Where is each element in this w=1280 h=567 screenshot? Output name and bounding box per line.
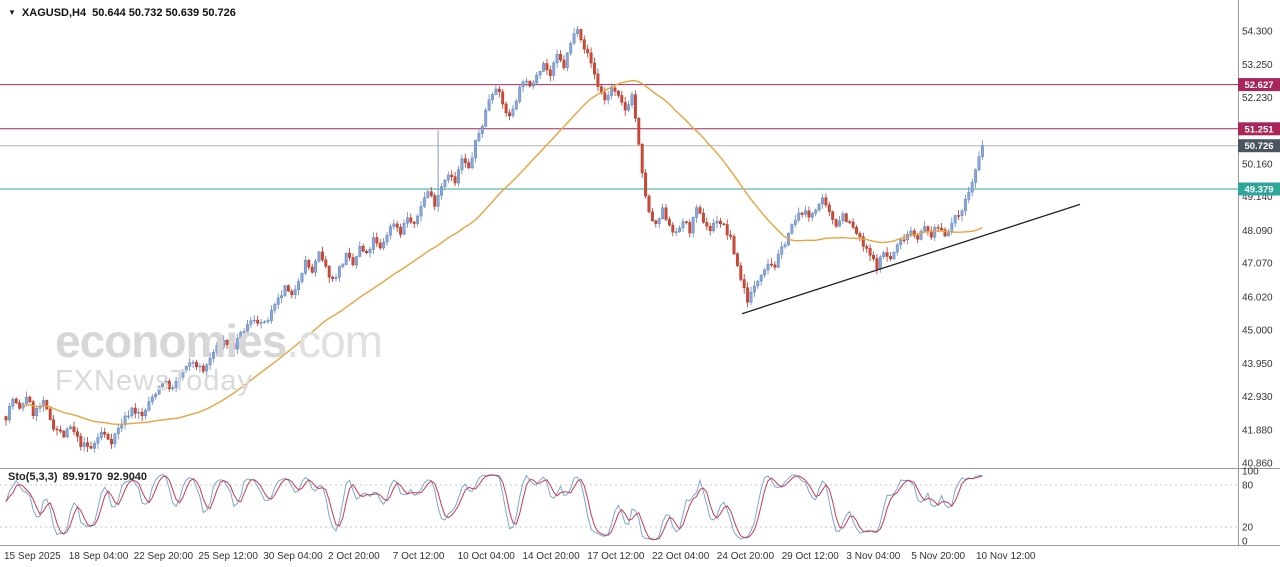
time-axis[interactable]: 15 Sep 2025 18 Sep 04:00 22 Sep 20:00 25 Se… xyxy=(4,551,1036,562)
trendline[interactable] xyxy=(741,203,1081,315)
stoch-axis-label: 0 xyxy=(1242,537,1248,548)
price-badge xyxy=(1238,139,1280,153)
stoch-main-line xyxy=(5,473,983,541)
price-badge-label: 49.379 xyxy=(1244,185,1273,196)
price-axis-label: 49.140 xyxy=(1242,192,1273,203)
price-axis-label: 50.160 xyxy=(1242,159,1273,170)
stochastic-panel: 100 80 20 0 xyxy=(0,467,1259,548)
price-axis[interactable]: 54.30053.25052.23051.19050.16049.14048.0… xyxy=(1238,26,1280,469)
price-badge-label: 50.726 xyxy=(1244,141,1273,152)
time-axis-label: 5 Nov 20:00 xyxy=(911,551,965,562)
stoch-axis-label: 20 xyxy=(1242,523,1254,534)
price-axis-label: 46.020 xyxy=(1242,293,1273,304)
symbol-info: ▼ XAGUSD,H4 50.644 50.732 50.639 50.726 xyxy=(8,7,236,19)
time-axis-label: 2 Oct 20:00 xyxy=(328,551,380,562)
stoch-axis-label: 100 xyxy=(1242,467,1259,478)
time-axis-label: 3 Nov 04:00 xyxy=(846,551,900,562)
price-axis-label: 47.070 xyxy=(1242,259,1273,270)
time-axis-label: 25 Sep 12:00 xyxy=(198,551,258,562)
price-axis-label: 45.000 xyxy=(1242,325,1273,336)
time-axis-label: 7 Oct 12:00 xyxy=(393,551,445,562)
time-axis-label: 15 Sep 2025 xyxy=(4,551,61,562)
ohlc-values: 50.644 50.732 50.639 50.726 xyxy=(92,7,236,19)
symbol-name: XAGUSD,H4 xyxy=(21,7,87,19)
price-badge xyxy=(1238,182,1280,196)
price-axis-label: 42.930 xyxy=(1242,392,1273,403)
price-badge-label: 51.251 xyxy=(1244,124,1274,135)
time-axis-label: 10 Oct 04:00 xyxy=(458,551,516,562)
horizontal-levels-layer[interactable] xyxy=(0,84,1238,190)
price-axis-label: 43.950 xyxy=(1242,359,1273,370)
time-axis-label: 24 Oct 20:00 xyxy=(717,551,775,562)
price-axis-label: 48.090 xyxy=(1242,226,1273,237)
time-axis-label: 10 Nov 12:00 xyxy=(976,551,1036,562)
indicator-main-value: 89.9170 xyxy=(62,471,103,483)
symbol-dropdown-icon[interactable]: ▼ xyxy=(8,8,16,17)
price-axis-label: 41.880 xyxy=(1242,426,1273,437)
price-axis-label: 53.250 xyxy=(1242,60,1273,71)
time-axis-label: 29 Oct 12:00 xyxy=(782,551,840,562)
candles-layer xyxy=(4,25,984,453)
price-badge-label: 52.627 xyxy=(1244,80,1273,91)
price-axis-label: 54.300 xyxy=(1242,26,1273,37)
indicator-label: Sto(5,3,3) 89.9170 92.9040 xyxy=(8,471,152,483)
price-axis-label: 40.860 xyxy=(1242,458,1273,469)
time-axis-label: 17 Oct 12:00 xyxy=(587,551,645,562)
time-axis-label: 18 Sep 04:00 xyxy=(69,551,129,562)
time-axis-label: 14 Oct 20:00 xyxy=(522,551,580,562)
moving-average-line xyxy=(22,79,983,425)
price-badge xyxy=(1238,122,1280,136)
indicator-signal-value: 92.9040 xyxy=(107,471,148,483)
time-axis-label: 22 Oct 04:00 xyxy=(652,551,710,562)
time-axis-label: 30 Sep 04:00 xyxy=(263,551,323,562)
time-axis-label: 22 Sep 20:00 xyxy=(134,551,194,562)
indicator-name: Sto(5,3,3) xyxy=(8,471,58,483)
stoch-signal-line xyxy=(5,474,983,540)
price-axis-label: 52.230 xyxy=(1242,93,1273,104)
stoch-axis-label: 80 xyxy=(1242,481,1254,492)
price-badge xyxy=(1238,78,1280,92)
